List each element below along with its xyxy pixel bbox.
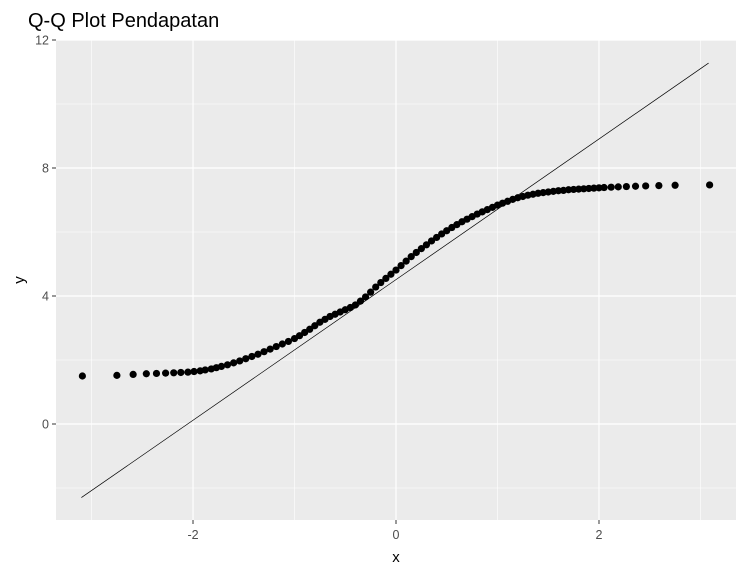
x-tick-label: 0 bbox=[393, 528, 400, 542]
data-point bbox=[113, 371, 121, 379]
y-axis: 0 4 8 12 bbox=[35, 34, 56, 432]
data-point bbox=[614, 183, 622, 191]
x-axis: -2 0 2 bbox=[187, 520, 603, 542]
data-point bbox=[201, 366, 209, 374]
data-point bbox=[177, 368, 185, 377]
data-point bbox=[129, 370, 137, 378]
data-point bbox=[242, 355, 250, 363]
data-point bbox=[671, 181, 679, 189]
chart-title: Q-Q Plot Pendapatan bbox=[28, 10, 219, 32]
data-point bbox=[311, 322, 319, 330]
data-point bbox=[78, 372, 86, 380]
data-point bbox=[356, 297, 365, 305]
data-point bbox=[142, 370, 150, 378]
data-point bbox=[392, 266, 400, 274]
data-point bbox=[642, 182, 650, 190]
data-point bbox=[631, 182, 640, 190]
data-point bbox=[372, 283, 380, 291]
data-point bbox=[230, 359, 238, 367]
data-point bbox=[397, 262, 405, 270]
data-point bbox=[600, 183, 608, 192]
data-point bbox=[170, 369, 178, 377]
data-point bbox=[622, 182, 630, 191]
data-point bbox=[402, 257, 410, 265]
data-point bbox=[607, 183, 615, 191]
data-point bbox=[412, 248, 420, 257]
data-points bbox=[78, 181, 714, 380]
data-point bbox=[162, 369, 170, 377]
data-point bbox=[248, 352, 256, 361]
data-point bbox=[152, 369, 161, 378]
qq-reference-line bbox=[81, 62, 709, 498]
data-point bbox=[387, 270, 395, 278]
data-point bbox=[351, 301, 360, 309]
data-point bbox=[278, 340, 286, 348]
data-point bbox=[190, 367, 198, 376]
data-point bbox=[382, 274, 390, 282]
data-point bbox=[427, 237, 436, 245]
data-point bbox=[266, 345, 274, 353]
data-point bbox=[184, 368, 192, 376]
data-point bbox=[260, 348, 268, 356]
y-tick-label: 0 bbox=[42, 418, 49, 432]
data-point bbox=[217, 362, 226, 370]
y-tick-label: 8 bbox=[42, 162, 49, 176]
data-point bbox=[236, 357, 244, 365]
y-axis-title: y bbox=[11, 276, 28, 284]
data-point bbox=[377, 278, 385, 287]
x-tick-label: -2 bbox=[187, 528, 198, 542]
data-point bbox=[306, 325, 314, 333]
data-point bbox=[432, 233, 441, 242]
x-tick-label: 2 bbox=[596, 528, 603, 542]
data-point bbox=[254, 350, 262, 358]
data-point bbox=[706, 181, 714, 189]
data-point bbox=[272, 342, 280, 351]
data-point bbox=[422, 241, 431, 249]
y-tick-label: 12 bbox=[35, 34, 49, 48]
data-point bbox=[655, 182, 663, 190]
data-point bbox=[223, 361, 232, 369]
y-tick-label: 4 bbox=[42, 290, 49, 304]
x-axis-title: x bbox=[392, 549, 400, 566]
data-point bbox=[284, 337, 293, 346]
data-point bbox=[417, 245, 425, 253]
data-point bbox=[367, 288, 375, 296]
data-point bbox=[407, 253, 415, 261]
reference-line-layer bbox=[81, 62, 709, 498]
data-point bbox=[361, 293, 370, 301]
